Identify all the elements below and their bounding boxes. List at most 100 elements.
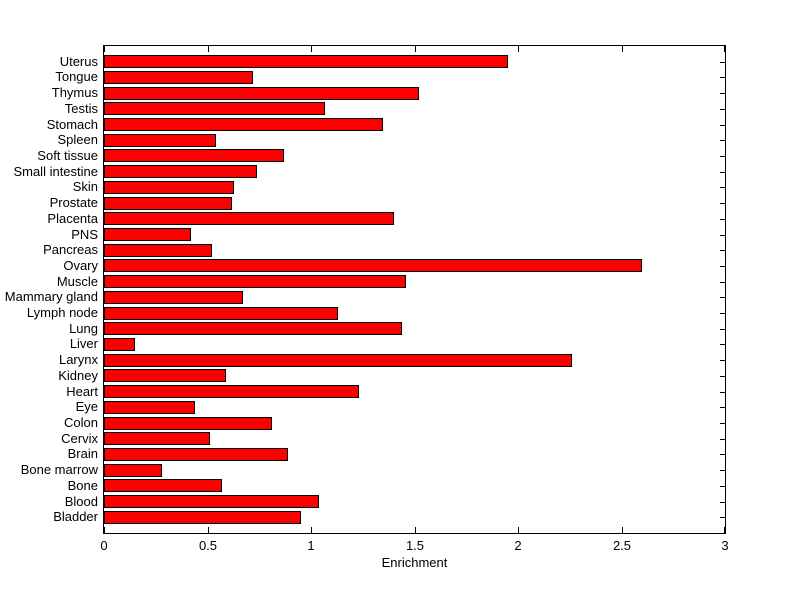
bar-eye: [104, 400, 195, 414]
y-tick-mark: [720, 423, 725, 424]
y-tick-label: Ovary: [63, 257, 98, 273]
x-tick-label: 1.5: [405, 538, 425, 553]
y-tick-mark: [720, 172, 725, 173]
y-tick-label: Muscle: [56, 273, 98, 289]
bar-heart: [104, 385, 359, 399]
y-tick-mark: [720, 156, 725, 157]
x-tick-mark: [415, 46, 416, 52]
y-tick-label: Testis: [64, 100, 98, 116]
bar-bone: [104, 479, 222, 493]
y-tick-label: Placenta: [47, 210, 98, 226]
bar-prostate: [104, 196, 232, 210]
bar-muscle: [104, 275, 406, 289]
x-axis-label: Enrichment: [381, 555, 448, 570]
y-tick-label: Blood: [64, 493, 98, 509]
y-tick-label: Uterus: [59, 53, 98, 69]
x-tick-label: 3: [721, 538, 729, 553]
y-tick-label: Pancreas: [43, 242, 98, 258]
y-tick-mark: [720, 344, 725, 345]
y-tick-mark: [720, 266, 725, 267]
bar-larynx: [104, 353, 572, 367]
x-tick-label: 1: [307, 538, 315, 553]
y-tick-mark: [720, 235, 725, 236]
y-tick-label: Larynx: [58, 352, 98, 368]
y-tick-label: Lung: [69, 320, 98, 336]
y-tick-mark: [720, 140, 725, 141]
y-tick-mark: [720, 439, 725, 440]
bar-testis: [104, 102, 325, 116]
y-tick-mark: [720, 109, 725, 110]
y-tick-mark: [720, 517, 725, 518]
y-tick-label: Spleen: [57, 132, 98, 148]
x-tick-label: 2: [514, 538, 522, 553]
x-tick-mark: [724, 527, 725, 533]
y-tick-label: Small intestine: [13, 163, 98, 179]
bar-blood: [104, 495, 319, 509]
bar-ovary: [104, 259, 642, 273]
y-tick-mark: [720, 62, 725, 63]
y-tick-mark: [720, 392, 725, 393]
y-tick-label: Heart: [66, 383, 98, 399]
x-tick-mark: [622, 527, 623, 533]
y-tick-mark: [720, 313, 725, 314]
y-tick-mark: [720, 360, 725, 361]
y-tick-mark: [720, 77, 725, 78]
x-tick-mark: [311, 46, 312, 52]
x-tick-mark: [622, 46, 623, 52]
bar-uterus: [104, 55, 508, 69]
bar-skin: [104, 180, 234, 194]
y-tick-mark: [720, 297, 725, 298]
y-tick-label: Prostate: [49, 195, 98, 211]
bar-brain: [104, 447, 288, 461]
x-tick-mark: [208, 527, 209, 533]
bar-small-intestine: [104, 165, 257, 179]
bar-soft-tissue: [104, 149, 284, 163]
x-tick-label: 0: [100, 538, 108, 553]
y-tick-label: Liver: [69, 336, 98, 352]
y-tick-mark: [720, 486, 725, 487]
y-tick-mark: [720, 454, 725, 455]
y-tick-label: PNS: [71, 226, 98, 242]
y-tick-label: Kidney: [58, 367, 98, 383]
y-tick-mark: [720, 329, 725, 330]
bar-kidney: [104, 369, 226, 383]
y-tick-label: Tongue: [55, 69, 98, 85]
y-tick-mark: [720, 376, 725, 377]
bar-stomach: [104, 118, 383, 132]
y-tick-mark: [720, 250, 725, 251]
bar-placenta: [104, 212, 394, 226]
bar-bladder: [104, 510, 301, 524]
bar-pancreas: [104, 243, 212, 257]
y-tick-mark: [720, 93, 725, 94]
bar-cervix: [104, 432, 210, 446]
x-tick-mark: [104, 46, 105, 52]
bar-lymph-node: [104, 306, 338, 320]
y-tick-mark: [720, 282, 725, 283]
bar-thymus: [104, 86, 419, 100]
x-tick-mark: [518, 527, 519, 533]
y-tick-label: Thymus: [51, 85, 98, 101]
y-tick-label: Bone marrow: [20, 462, 98, 478]
y-tick-label: Bone: [67, 477, 98, 493]
y-tick-mark: [720, 125, 725, 126]
x-tick-mark: [104, 527, 105, 533]
bar-spleen: [104, 133, 216, 147]
y-tick-label: Lymph node: [26, 305, 98, 321]
y-tick-mark: [720, 470, 725, 471]
bar-tongue: [104, 70, 253, 84]
bar-mammary-gland: [104, 290, 243, 304]
bar-pns: [104, 228, 191, 242]
y-tick-mark: [720, 502, 725, 503]
y-tick-label: Cervix: [61, 430, 98, 446]
bar-bone-marrow: [104, 463, 162, 477]
y-tick-label: Mammary gland: [4, 289, 98, 305]
y-tick-label: Skin: [72, 179, 98, 195]
x-tick-mark: [311, 527, 312, 533]
x-tick-mark: [208, 46, 209, 52]
bar-liver: [104, 337, 135, 351]
x-tick-mark: [724, 46, 725, 52]
y-tick-mark: [720, 407, 725, 408]
x-tick-mark: [415, 527, 416, 533]
y-tick-mark: [720, 219, 725, 220]
